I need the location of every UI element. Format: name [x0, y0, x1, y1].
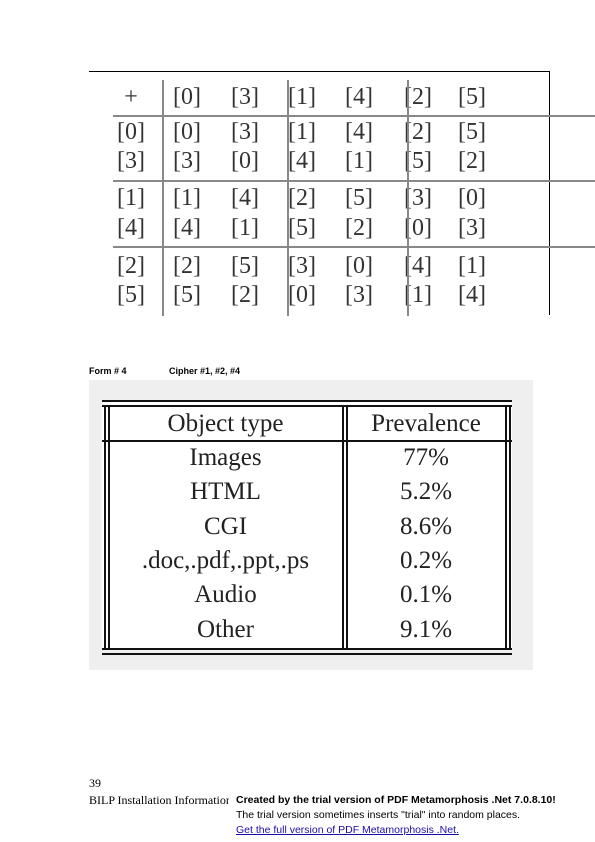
table-cell: [2]: [345, 215, 373, 241]
table-cell: [0]: [117, 119, 145, 145]
object-type-table: Object type Prevalence Images 77% HTML 5.2% CG…: [89, 380, 533, 670]
table-frame: [102, 400, 512, 650]
table-cell: [3]: [173, 148, 201, 174]
prevalence-cell: 0.2%: [399, 546, 453, 574]
cipher-label: Cipher #1, #2, #4: [169, 366, 241, 376]
table-cell: [2]: [288, 185, 316, 211]
table-rule: [104, 405, 106, 650]
table-rule: [102, 400, 512, 402]
table-cell: [2]: [231, 282, 259, 308]
table-cell: [1]: [173, 185, 201, 211]
row-divider: [113, 246, 595, 248]
header-object-type: Object type: [167, 410, 284, 437]
table-cell: [5]: [345, 185, 373, 211]
table-cell: [5]: [404, 148, 432, 174]
column-divider: [287, 80, 289, 316]
table-cell: [1]: [117, 185, 145, 211]
table-cell: [3]: [345, 282, 373, 308]
table-cell: [0]: [173, 119, 201, 145]
header-cell: [1]: [288, 84, 316, 110]
prevalence-cell: 5.2%: [399, 478, 453, 506]
table-cell: [0]: [288, 282, 316, 308]
table-cell: [2]: [404, 119, 432, 145]
table-cell: [5]: [117, 282, 145, 308]
table-cell: [4]: [231, 185, 259, 211]
trial-line-2: The trial version sometimes inserts "tri…: [236, 809, 521, 821]
table-cell: [4]: [404, 253, 432, 279]
header-cell: [5]: [458, 84, 486, 110]
row-divider: [113, 180, 595, 182]
table-cell: [5]: [231, 253, 259, 279]
table-rule: [346, 405, 348, 650]
object-type-cell: Other: [197, 615, 254, 643]
table-cell: [0]: [404, 215, 432, 241]
object-type-cell: Images: [189, 444, 262, 471]
table-cell: [0]: [231, 148, 259, 174]
header-cell: [2]: [404, 84, 432, 110]
table-cell: [1]: [288, 119, 316, 145]
object-type-cell: HTML: [190, 478, 261, 506]
table-cell: [2]: [173, 253, 201, 279]
table-cell: [3]: [458, 215, 486, 241]
prevalence-cell: 77%: [403, 444, 449, 471]
table-cell: [3]: [404, 185, 432, 211]
object-type-cell: Audio: [194, 581, 257, 609]
column-divider: [162, 80, 164, 316]
table-cell: [4]: [173, 215, 201, 241]
header-cell: [0]: [173, 84, 201, 110]
table-cell: [1]: [231, 215, 259, 241]
page-number: 39: [89, 776, 101, 790]
object-type-cell: CGI: [203, 512, 248, 540]
table-cell: [0]: [345, 253, 373, 279]
table-cell: [4]: [288, 148, 316, 174]
table-cell: [5]: [288, 215, 316, 241]
table-cell: [1]: [404, 282, 432, 308]
table-rule: [342, 405, 344, 650]
prevalence-cell: 0.1%: [399, 581, 453, 609]
table-cell: [2]: [117, 253, 145, 279]
table-cell: [4]: [117, 215, 145, 241]
prevalence-cell: 8.6%: [399, 512, 453, 540]
object-type-cell: .doc,.pdf,.ppt,.ps: [141, 546, 310, 574]
table-cell: [3]: [117, 148, 145, 174]
header-prevalence: Prevalence: [371, 410, 481, 437]
trial-notice: Created by the trial version of PDF Meta…: [236, 793, 556, 838]
header-cell: [4]: [345, 84, 373, 110]
table-cell: [1]: [345, 148, 373, 174]
prevalence-cell: 9.1%: [399, 615, 453, 643]
table-cell: [3]: [231, 119, 259, 145]
table-cell: [2]: [458, 148, 486, 174]
table-rule: [509, 405, 511, 650]
table-rule: [102, 440, 512, 442]
column-divider: [407, 80, 409, 316]
table-rule: [505, 405, 507, 650]
table-rule: [108, 405, 110, 650]
form-label: Form # 4: [89, 366, 127, 376]
footer-title: BILP Installation Information: [89, 793, 229, 807]
header-cell: +: [124, 84, 138, 110]
table-rule: [102, 648, 512, 650]
table-cell: [5]: [173, 282, 201, 308]
group-operation-table: + [0] [3] [1] [4] [2] [5] [0] [0] [3] [1] [4] [2] [5]…: [89, 71, 595, 316]
full-version-link[interactable]: Get the full version of PDF Metamorphosi…: [236, 824, 459, 836]
table-cell: [3]: [288, 253, 316, 279]
header-cell: [3]: [231, 84, 259, 110]
table-cell: [1]: [458, 253, 486, 279]
table-rule: [102, 405, 512, 407]
table-cell: [0]: [458, 185, 486, 211]
table-rule: [102, 653, 512, 655]
table-cell: [5]: [458, 119, 486, 145]
row-divider: [113, 115, 595, 117]
table-cell: [4]: [345, 119, 373, 145]
trial-line-1: Created by the trial version of PDF Meta…: [236, 794, 556, 806]
table-cell: [4]: [458, 282, 486, 308]
